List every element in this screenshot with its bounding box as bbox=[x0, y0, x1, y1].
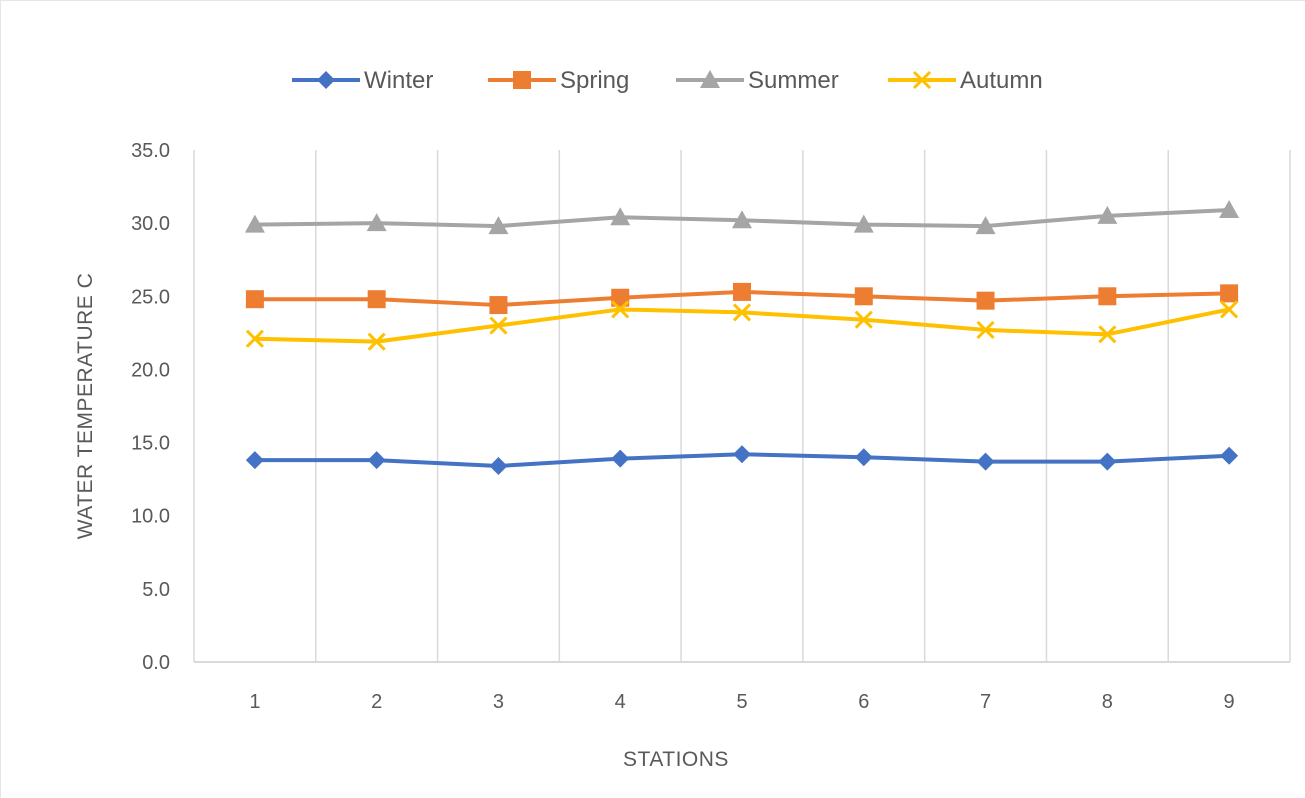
series-autumn bbox=[245, 300, 1239, 351]
diamond-marker bbox=[1220, 446, 1239, 465]
x-marker bbox=[732, 303, 752, 322]
x-axis: 1 2 3 4 5 6 7 8 9 bbox=[194, 661, 1290, 713]
triangle-marker bbox=[366, 213, 387, 232]
diamond-marker bbox=[733, 445, 751, 464]
triangle-marker bbox=[1097, 205, 1118, 224]
x-marker bbox=[367, 332, 386, 351]
diamond-marker bbox=[611, 449, 630, 468]
triangle-marker bbox=[853, 214, 874, 233]
square-marker bbox=[367, 290, 386, 309]
y-tick-label: 5.0 bbox=[142, 579, 170, 601]
diamond-marker bbox=[1098, 452, 1117, 471]
series-winter bbox=[245, 445, 1239, 475]
x-marker bbox=[489, 316, 508, 335]
diamond-marker bbox=[317, 71, 335, 89]
x-tick-label: 3 bbox=[493, 691, 504, 713]
square-marker bbox=[611, 288, 630, 307]
y-tick-label: 0.0 bbox=[142, 652, 170, 674]
legend-label: Summer bbox=[748, 67, 839, 94]
x-tick-label: 1 bbox=[249, 691, 260, 713]
series-spring bbox=[245, 282, 1239, 315]
triangle-marker bbox=[732, 210, 752, 229]
x-axis-title: STATIONS bbox=[623, 748, 729, 771]
legend-item-spring: Spring bbox=[488, 67, 629, 94]
x-tick-label: 9 bbox=[1224, 691, 1235, 713]
square-marker bbox=[733, 282, 751, 301]
x-tick-label: 8 bbox=[1102, 691, 1113, 713]
x-marker bbox=[245, 329, 264, 348]
square-marker bbox=[976, 291, 995, 310]
legend-item-summer: Summer bbox=[676, 67, 839, 94]
triangle-marker bbox=[244, 214, 265, 233]
x-marker bbox=[976, 320, 995, 339]
x-tick-label: 2 bbox=[371, 691, 382, 713]
x-marker bbox=[912, 70, 932, 90]
x-marker bbox=[611, 300, 630, 319]
y-axis: 0.0 5.0 10.0 15.0 20.0 25.0 30.0 35.0 bbox=[131, 140, 170, 674]
legend-label: Winter bbox=[364, 67, 433, 94]
y-tick-label: 15.0 bbox=[131, 433, 170, 455]
x-tick-label: 7 bbox=[980, 691, 991, 713]
diamond-marker bbox=[976, 452, 995, 471]
diamond-marker bbox=[489, 456, 508, 475]
y-tick-label: 25.0 bbox=[131, 286, 170, 308]
triangle-marker bbox=[975, 216, 996, 235]
legend-item-autumn: Autumn bbox=[888, 67, 1043, 94]
triangle-marker bbox=[488, 216, 509, 235]
square-marker bbox=[489, 296, 508, 315]
series-summer bbox=[244, 199, 1240, 235]
legend-label: Autumn bbox=[960, 67, 1043, 94]
diamond-marker bbox=[854, 448, 873, 467]
x-marker bbox=[854, 310, 873, 329]
square-marker bbox=[1220, 284, 1239, 303]
y-tick-label: 35.0 bbox=[131, 140, 170, 162]
x-tick-label: 4 bbox=[615, 691, 626, 713]
grid-lines bbox=[193, 150, 1291, 662]
legend-item-winter: Winter bbox=[292, 67, 433, 94]
diamond-marker bbox=[367, 451, 386, 470]
diamond-marker bbox=[245, 451, 264, 470]
x-marker bbox=[1098, 325, 1117, 344]
triangle-marker bbox=[700, 70, 720, 88]
y-tick-label: 10.0 bbox=[131, 506, 170, 528]
y-tick-label: 20.0 bbox=[131, 359, 170, 381]
y-tick-label: 30.0 bbox=[131, 213, 170, 235]
legend: Winter Spring Summer Autumn bbox=[292, 67, 1043, 94]
square-marker bbox=[513, 71, 531, 89]
legend-label: Spring bbox=[560, 67, 629, 94]
x-tick-label: 6 bbox=[858, 691, 869, 713]
square-marker bbox=[854, 287, 873, 306]
x-marker bbox=[1220, 300, 1239, 319]
square-marker bbox=[245, 290, 264, 309]
series-layer bbox=[244, 199, 1240, 475]
y-axis-title: WATER TEMPERATURE C bbox=[74, 273, 97, 540]
triangle-marker bbox=[610, 207, 631, 226]
x-tick-label: 5 bbox=[736, 691, 747, 713]
triangle-marker bbox=[1219, 199, 1240, 218]
square-marker bbox=[1098, 287, 1117, 306]
